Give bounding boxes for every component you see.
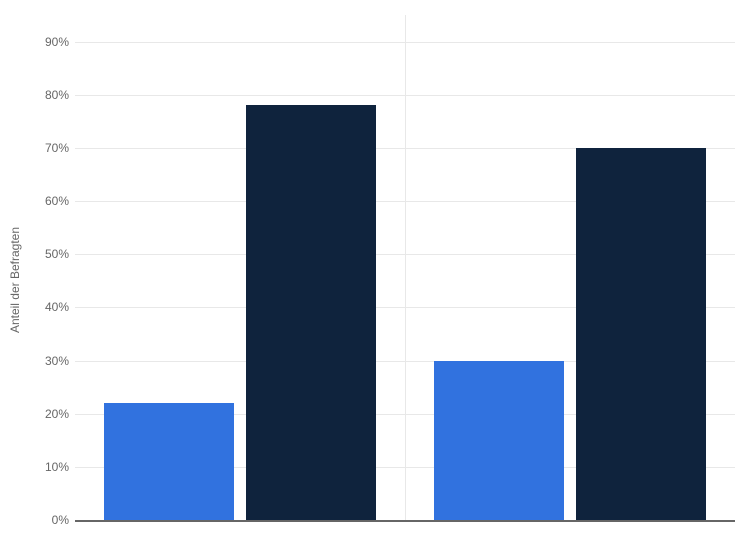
- y-tick-label: 50%: [45, 247, 69, 261]
- chart-container: Anteil der Befragten 0% 10% 20% 30% 40% 50% 60…: [0, 0, 754, 560]
- y-tick-label: 10%: [45, 460, 69, 474]
- y-tick-label: 60%: [45, 194, 69, 208]
- y-axis-title: Anteil der Befragten: [8, 227, 22, 333]
- x-axis-line: [75, 520, 735, 522]
- bar: [576, 148, 706, 520]
- y-tick-label: 40%: [45, 300, 69, 314]
- plot-area: [75, 15, 735, 520]
- y-tick-label: 80%: [45, 88, 69, 102]
- bar: [104, 403, 234, 520]
- y-tick-label: 0%: [52, 513, 69, 527]
- y-tick-label: 30%: [45, 354, 69, 368]
- y-tick-label: 20%: [45, 407, 69, 421]
- bar: [434, 361, 564, 520]
- y-tick-label: 90%: [45, 35, 69, 49]
- bar: [246, 105, 376, 520]
- y-tick-label: 70%: [45, 141, 69, 155]
- group-separator: [405, 15, 406, 520]
